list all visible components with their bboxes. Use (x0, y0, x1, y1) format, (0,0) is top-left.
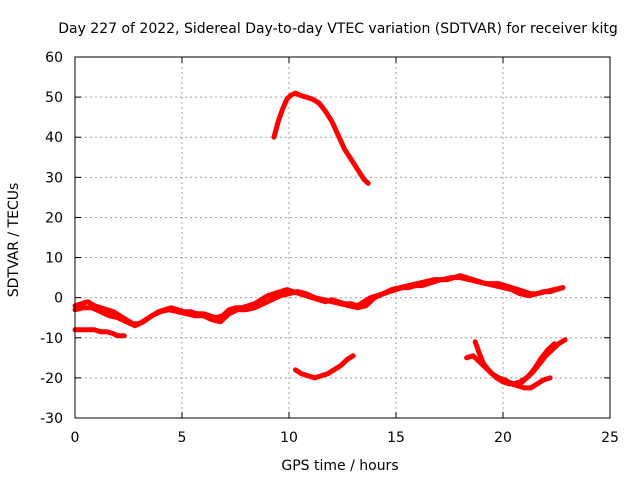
plot-frame (74, 56, 611, 419)
series-group (72, 90, 568, 391)
series-main-band-b (72, 275, 566, 329)
y-tick-label: 40 (45, 130, 63, 146)
y-tick-label: 10 (45, 251, 63, 267)
grid (75, 57, 610, 418)
y-axis-label: SDTVAR / TECUs (6, 183, 22, 298)
y-tick-label: 0 (54, 291, 63, 307)
x-tick-label: 25 (601, 430, 619, 446)
x-axis-label: GPS time / hours (281, 458, 398, 474)
y-tick-label: -10 (40, 331, 63, 347)
series-low-arc-mid (292, 353, 356, 381)
x-tick-label: 20 (494, 430, 512, 446)
tick-labels: -30 -20 -10 0 10 20 30 40 50 60 0 5 10 15 20 25 (40, 50, 619, 446)
y-tick-label: 30 (45, 170, 63, 186)
y-tick-label: 50 (45, 90, 63, 106)
x-tick-label: 5 (178, 430, 187, 446)
y-tick-label: 20 (45, 210, 63, 226)
y-tick-label: -30 (40, 411, 63, 427)
series-high-arc (271, 90, 371, 186)
x-tick-label: 10 (280, 430, 298, 446)
x-tick-label: 0 (71, 430, 80, 446)
chart-title: Day 227 of 2022, Sidereal Day-to-day VTE… (58, 21, 618, 37)
y-tick-label: -20 (40, 371, 63, 387)
series-low-arc-r3 (491, 337, 568, 387)
series-left-flat-arc (72, 327, 127, 339)
y-tick-label: 60 (45, 50, 63, 66)
x-tick-label: 15 (387, 430, 405, 446)
